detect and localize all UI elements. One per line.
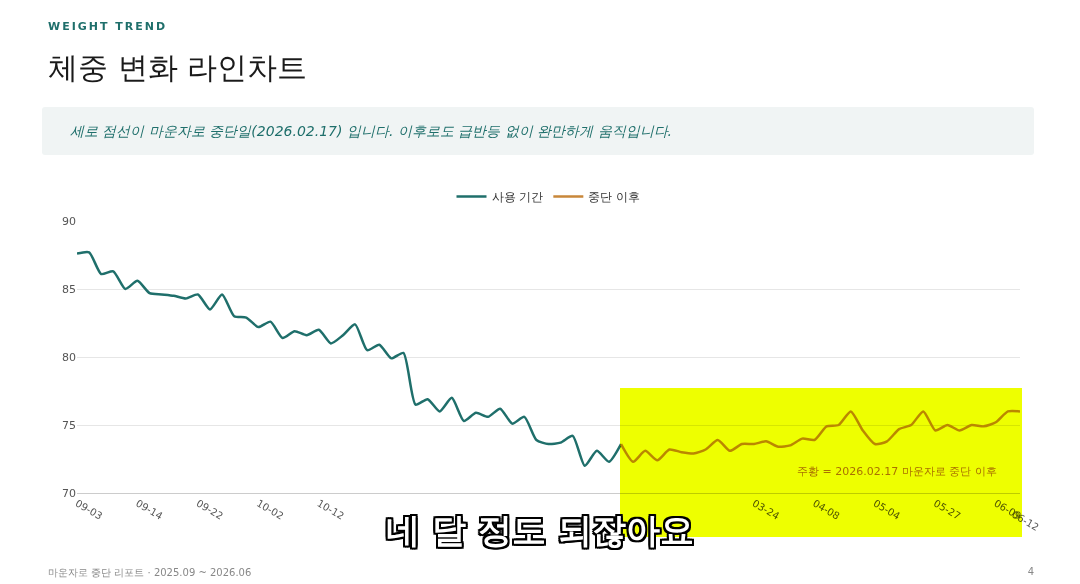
svg-text:05-27: 05-27 (932, 498, 963, 522)
svg-text:06-09: 06-09 (992, 498, 1023, 522)
svg-text:09-03: 09-03 (74, 498, 105, 522)
svg-text:05-04: 05-04 (871, 498, 902, 522)
html-text:체중 변화 라인차트: 체중 변화 라인차트 (48, 50, 308, 85)
html-text:세로 점선이 마운자로 중단일(2026.02.17) 입니: 세로 점선이 마운자로 중단일(2026.02.17) 입니다. 이후로도 급반… (70, 123, 672, 139)
svg-text:주황 = 2026.02.17 마운자로 중단 이후: 주황 = 2026.02.17 마운자로 중단 이후 (797, 465, 997, 478)
svg-text:09-22: 09-22 (194, 498, 225, 522)
svg-text:09-14: 09-14 (134, 498, 165, 522)
svg-text:중단 이후: 중단 이후 (588, 190, 640, 204)
svg-text:70: 70 (62, 487, 76, 500)
svg-text:75: 75 (62, 419, 76, 432)
html-text:WEIGHT TREND: WEIGHT TREND (48, 20, 168, 33)
html-text:마운자로 중단 리포트 · 2025.09 ~ 2026.0: 마운자로 중단 리포트 · 2025.09 ~ 2026.06 (48, 567, 252, 578)
html-text:네 달 정도 되잖아요: 네 달 정도 되잖아요 (386, 510, 694, 550)
html-text:4: 4 (1027, 566, 1034, 577)
svg-text:04-08: 04-08 (811, 498, 842, 522)
svg-text:10-12: 10-12 (315, 498, 346, 522)
svg-text:90: 90 (62, 215, 76, 228)
svg-text:80: 80 (62, 351, 76, 364)
svg-text:03-24: 03-24 (751, 498, 782, 522)
svg-text:06-12: 06-12 (1010, 509, 1041, 533)
svg-text:사용 기간: 사용 기간 (492, 190, 544, 204)
svg-text:85: 85 (62, 283, 76, 296)
svg-text:10-02: 10-02 (255, 498, 286, 522)
